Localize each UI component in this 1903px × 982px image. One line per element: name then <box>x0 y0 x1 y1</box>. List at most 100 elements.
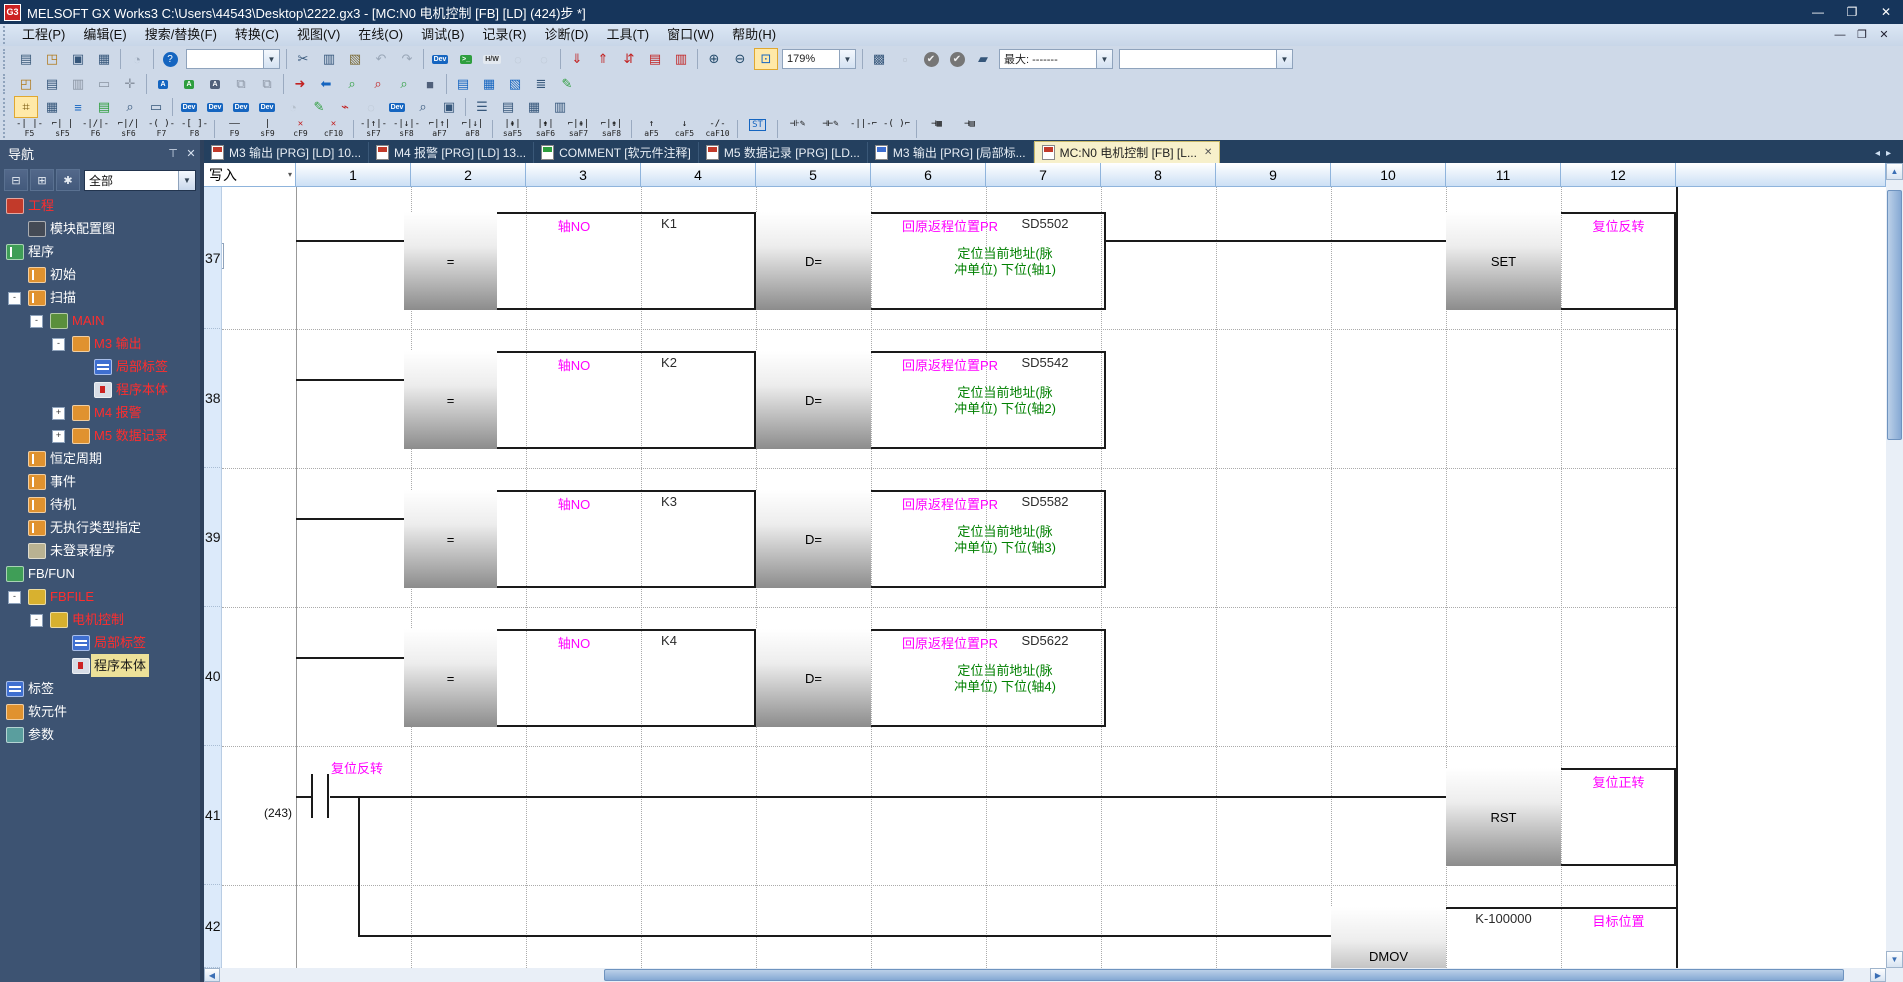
undo-icon[interactable]: ↶ <box>375 51 387 66</box>
ladder-symbol-icon31[interactable]: -( )⌐ <box>882 118 911 129</box>
scroll-left-icon[interactable]: ◀ <box>204 968 220 982</box>
ladder-display-icon[interactable]: ≡ <box>74 99 82 115</box>
zoom-in-icon[interactable]: ⊕ <box>708 51 720 66</box>
ladder-symbol-F5[interactable]: -| |- F5 <box>15 118 44 138</box>
ladder-symbol-F9[interactable]: —— F9 <box>229 118 240 138</box>
dev-k-icon[interactable]: Dev <box>180 102 198 112</box>
menu-item-在线[interactable]: 在线(O) <box>358 27 404 42</box>
horizontal-scroll-thumb[interactable] <box>604 969 1844 981</box>
search-combo[interactable]: ▼ <box>186 49 280 69</box>
sidebar-item-局部标签[interactable]: 局部标签 <box>0 631 200 654</box>
tree-toggle-icon[interactable]: - <box>30 614 43 627</box>
tree-toggle-icon[interactable]: - <box>52 338 65 351</box>
sidebar-item-M3 输出[interactable]: - M3 输出 <box>0 332 200 355</box>
table-view-icon[interactable]: ▦ <box>527 99 541 114</box>
tree-collapse-icon[interactable]: ⊟ <box>4 169 28 191</box>
disabled-icon-3[interactable]: ▫ <box>902 51 908 67</box>
compare-deq-block[interactable]: D= <box>756 629 871 727</box>
form-view-icon[interactable]: ▤ <box>501 99 515 114</box>
menu-item-窗口[interactable]: 窗口(W) <box>667 27 715 42</box>
sidebar-item-事件[interactable]: 事件 <box>0 470 200 493</box>
ladder-symbol-sF6[interactable]: ⌐|/| sF6 <box>117 118 140 138</box>
read-from-plc-icon[interactable]: ⇑ <box>597 51 609 66</box>
menu-item-诊断[interactable]: 诊断(D) <box>544 27 589 42</box>
check-program-icon[interactable]: ✔ <box>919 48 943 70</box>
pin-icon[interactable]: ⊤ <box>168 147 178 160</box>
hw-config-icon[interactable]: H/W <box>483 54 501 64</box>
monitor-start-icon[interactable]: ▤ <box>648 51 662 66</box>
sidebar-item-标签[interactable]: +标签 <box>0 677 200 700</box>
copy-element-icon[interactable]: ▥ <box>71 76 85 91</box>
sidebar-item-扫描[interactable]: - 扫描 <box>0 286 200 309</box>
parts-view-icon[interactable]: ▥ <box>553 99 567 114</box>
menu-item-转换[interactable]: 转换(C) <box>234 27 279 42</box>
tab-scroll-arrows[interactable]: ◂▸ <box>1874 148 1897 159</box>
ladder-symbol-saF6[interactable]: |⇟| saF6 <box>535 118 556 138</box>
ladder-symbol-icon34[interactable]: ⊣▤ <box>964 118 975 129</box>
paste-icon[interactable]: ▧ <box>348 51 362 66</box>
scroll-down-icon[interactable]: ▼ <box>1886 951 1903 968</box>
tree-sync-icon[interactable]: ⊞ <box>30 169 54 191</box>
tab-MC:N0 电机控制 [FB] [L...[interactable]: MC:N0 电机控制 [FB] [L... ✕ <box>1033 141 1221 163</box>
open-project-icon[interactable]: ◳ <box>45 51 59 66</box>
monitor-status-icon[interactable]: ▩ <box>872 51 886 66</box>
tree-toggle-icon[interactable]: - <box>30 315 43 328</box>
vertical-scroll-thumb[interactable] <box>1887 190 1902 440</box>
find-box-icon[interactable]: ⌕ <box>419 99 427 114</box>
find-string-icon[interactable]: ⌕ <box>400 76 408 91</box>
note-icon[interactable]: ✎ <box>561 76 573 91</box>
find-device-icon[interactable]: ⌕ <box>348 76 356 91</box>
menu-item-编辑[interactable]: 编辑(E) <box>83 27 127 42</box>
ladder-editor[interactable]: 写入▾123456789101112▼373839404142=D=轴NOK1回… <box>204 163 1886 968</box>
tree-toggle-icon[interactable]: - <box>8 292 21 305</box>
ladder-symbol-cF10[interactable]: ✕ cF10 <box>323 118 344 138</box>
sidebar-item-未登录程序[interactable]: 未登录程序 <box>0 539 200 562</box>
sidebar-item-FB/FUN[interactable]: -FB/FUN <box>0 562 200 585</box>
tree-toggle-icon[interactable]: + <box>52 430 65 443</box>
stop-icon[interactable]: ■ <box>426 76 434 92</box>
mdi-restore-button[interactable]: ❐ <box>1857 29 1867 41</box>
compare-deq-block[interactable]: D= <box>756 351 871 449</box>
cross-reference-icon[interactable]: ✛ <box>124 76 136 91</box>
compare-deq-block[interactable]: D= <box>756 212 871 310</box>
ladder-symbol-icon26[interactable]: ST <box>741 118 774 140</box>
compare-eq-block[interactable]: = <box>404 212 497 310</box>
run-window-icon[interactable]: >_ <box>460 54 472 64</box>
scroll-right-icon[interactable]: ▶ <box>1870 968 1886 982</box>
sidebar-item-初始[interactable]: 初始 <box>0 263 200 286</box>
ladder-symbol-aF5[interactable]: ↑ aF5 <box>644 118 659 138</box>
duplicate2-icon[interactable]: ⧉ <box>262 76 272 91</box>
library-list-icon[interactable]: ▤ <box>45 76 59 91</box>
ladder-symbol-F8[interactable]: -[ ]- F8 <box>180 118 209 138</box>
edit-note-icon[interactable]: ✎ <box>313 99 325 114</box>
tree-toggle-icon[interactable]: - <box>8 591 21 604</box>
label-a-green-icon[interactable]: A <box>184 79 194 89</box>
find-instruction-icon[interactable]: ⌕ <box>374 76 382 91</box>
watch-disabled-icon[interactable]: ◔ <box>289 99 297 115</box>
dev-table-icon[interactable]: Dev <box>206 102 224 112</box>
mdi-minimize-button[interactable]: — <box>1834 29 1846 41</box>
ladder-symbol-sF7[interactable]: -|↑|- sF7 <box>359 118 388 138</box>
label-a-blue-icon[interactable]: A <box>158 79 168 89</box>
sidebar-item-程序本体[interactable]: 程序本体 <box>0 378 200 401</box>
gear-icon[interactable]: ✱ <box>56 169 80 191</box>
disabled-icon-1[interactable]: ◌ <box>514 51 522 67</box>
disabled-icon-2[interactable]: ◌ <box>540 51 548 67</box>
check-parameter-icon[interactable]: ✔ <box>945 48 969 70</box>
search-binocular-icon[interactable]: ⌕ <box>126 99 134 114</box>
copy-icon[interactable]: ▥ <box>322 51 336 66</box>
monitor-stop-icon[interactable]: ▥ <box>674 51 688 66</box>
new-project-icon[interactable]: ▤ <box>19 51 33 66</box>
monitor-window-icon[interactable]: ▭ <box>149 99 163 114</box>
sidebar-item-程序[interactable]: -程序 <box>0 240 200 263</box>
menu-item-工具[interactable]: 工具(T) <box>606 27 650 42</box>
statement-icon[interactable]: ≣ <box>535 76 547 91</box>
ladder-symbol-F7[interactable]: -( )- F7 <box>147 118 176 138</box>
disabled-icon-4[interactable]: ◌ <box>367 99 375 115</box>
label-a-dark-icon[interactable]: A <box>210 79 220 89</box>
zoom-fit-icon[interactable]: ⊡ <box>754 48 778 70</box>
sidebar-item-软元件[interactable]: +软元件 <box>0 700 200 723</box>
compare-eq-block[interactable]: = <box>404 490 497 588</box>
help-icon[interactable]: ? <box>158 48 182 70</box>
menu-item-搜索/替换[interactable]: 搜索/替换(F) <box>144 27 217 42</box>
